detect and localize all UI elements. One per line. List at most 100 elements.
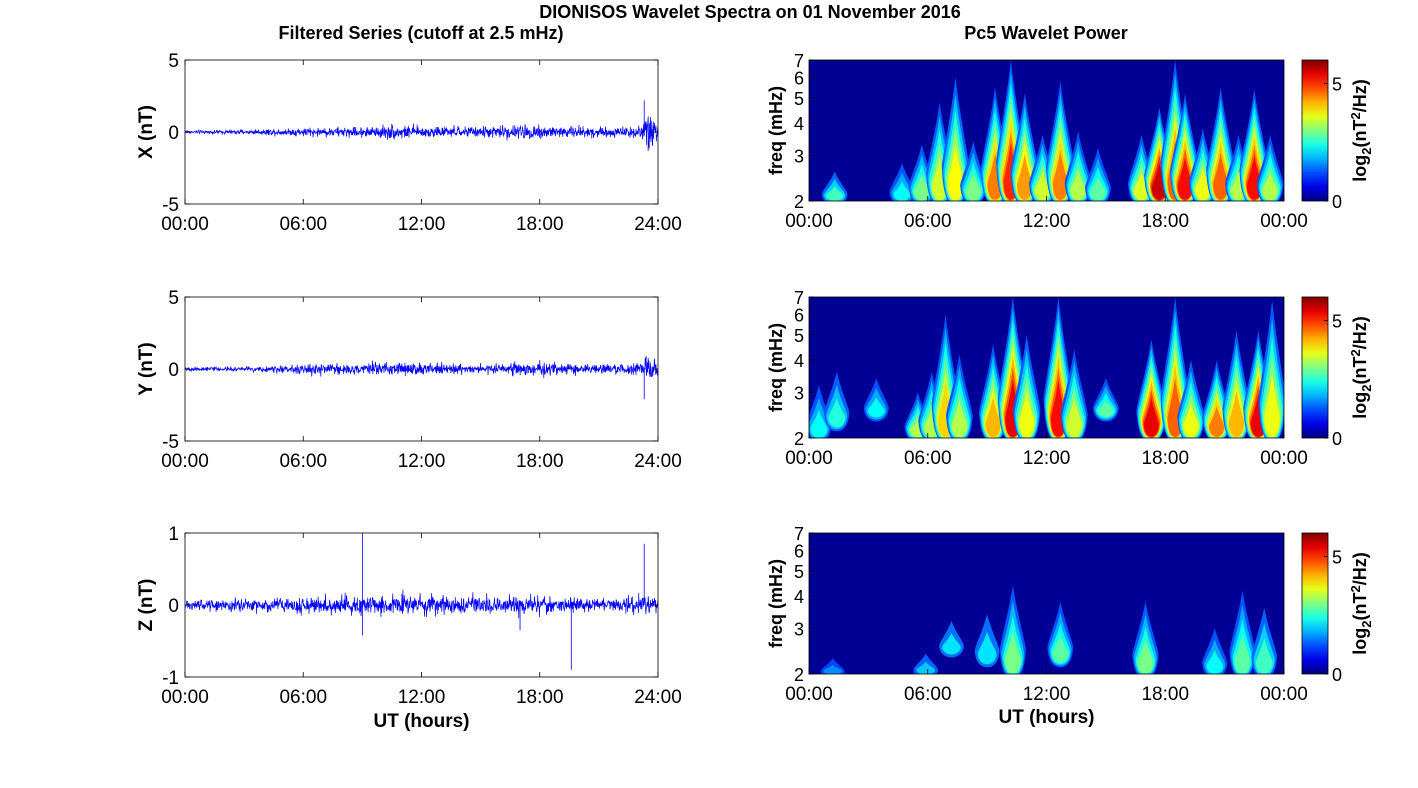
power-blob: [1202, 628, 1228, 674]
y-tick-label: 4: [794, 114, 804, 134]
y-tick-label: -5: [162, 195, 179, 216]
colorbar-label-part: log: [1350, 392, 1370, 419]
colorbar-label-part: 2: [1359, 620, 1374, 627]
power-contour: [1213, 152, 1229, 200]
y-axis-label: freq (mHz): [766, 323, 786, 412]
power-contour: [893, 181, 911, 201]
x-tick-label: 00:00: [1260, 211, 1308, 232]
power-contour: [942, 632, 961, 655]
y-tick-label: 4: [794, 351, 804, 371]
power-blob: [999, 585, 1026, 674]
x-tick-label: 18:00: [1141, 684, 1189, 705]
power-blob: [863, 378, 889, 422]
colorbar-label-part: (nT: [1350, 357, 1370, 385]
power-blob: [1060, 349, 1088, 438]
power-contour: [1234, 633, 1251, 674]
series-panel-x: 00:00 06:00 12:00 18:00 24:00 -5 0 5 X (nT): [136, 51, 682, 235]
y-tick-label: 5: [794, 326, 804, 346]
x-tick-label: 00:00: [785, 684, 833, 705]
colorbar-label-part: /Hz): [1350, 552, 1370, 585]
y-axis-label: Z (nT): [136, 579, 157, 632]
power-blob: [946, 354, 973, 438]
x-tick-label: 06:00: [279, 214, 327, 235]
power-contour: [1018, 390, 1035, 438]
colorbar-label-part: 2: [1348, 112, 1363, 119]
power-contour: [1052, 633, 1069, 663]
colorbar-tick-label: 0: [1332, 192, 1342, 212]
power-contour: [1034, 171, 1051, 201]
power-blob: [1136, 339, 1167, 438]
power-contour: [985, 397, 1001, 437]
colorbar-gradient: [1301, 296, 1329, 439]
power-contour: [931, 155, 948, 201]
y-tick-label: 6: [794, 541, 804, 561]
y-tick-label: 6: [794, 305, 804, 325]
power-contour: [810, 409, 828, 438]
colorbar-label-part: (nT: [1350, 120, 1370, 148]
power-blob: [1251, 607, 1277, 674]
x-tick-label: 18:00: [516, 451, 564, 472]
trace-y: [184, 357, 659, 379]
y-tick-label: 7: [794, 51, 804, 71]
power-contour: [1209, 405, 1225, 437]
right-column-title: Pc5 Wavelet Power: [964, 23, 1127, 43]
power-blob: [1229, 590, 1256, 674]
colorbar-label-part: 2: [1359, 384, 1374, 391]
y-tick-label: 0: [168, 596, 179, 617]
x-tick-label: 06:00: [904, 211, 952, 232]
y-tick-label: 5: [168, 51, 179, 72]
heatmap-cells: [809, 297, 1284, 438]
left-column-title: Filtered Series (cutoff at 2.5 mHz): [278, 23, 563, 43]
y-tick-label: 5: [794, 89, 804, 109]
power-contour: [1151, 162, 1167, 200]
series-panel-z: 00:00 06:00 12:00 18:00 24:00 -1 0 1 Z (nT) UT (h…: [136, 524, 682, 732]
x-tick-label: 00:00: [785, 211, 833, 232]
y-tick-label: 0: [168, 360, 179, 381]
x-tick-label: 00:00: [161, 451, 209, 472]
trace-z: [184, 589, 659, 619]
x-tick-label: 00:00: [785, 448, 833, 469]
colorbar-tick-label: 0: [1332, 429, 1342, 449]
x-tick-label: 18:00: [1141, 448, 1189, 469]
power-blob: [824, 371, 850, 432]
power-contour: [1137, 638, 1154, 674]
y-axis-label: freq (mHz): [766, 559, 786, 648]
y-tick-label: 2: [794, 429, 804, 449]
power-blob: [939, 621, 964, 658]
x-tick-label: 12:00: [1023, 684, 1071, 705]
heatmap-cells: [822, 60, 1284, 201]
x-axis-label: UT (hours): [373, 711, 469, 732]
power-contour: [1070, 169, 1086, 201]
power-contour: [1089, 175, 1106, 201]
y-tick-label: 3: [794, 146, 804, 166]
power-blob: [1256, 134, 1284, 201]
power-contour: [977, 631, 997, 665]
colorbar-label-part: 2: [1348, 349, 1363, 356]
power-contour: [987, 152, 1003, 200]
power-contour: [1206, 649, 1224, 674]
colorbar-tick-label: 5: [1332, 312, 1342, 332]
power-contour: [1264, 373, 1280, 438]
colorbar-gradient: [1301, 532, 1329, 675]
power-contour: [867, 396, 885, 418]
power-contour: [826, 186, 844, 201]
y-tick-label: 5: [794, 562, 804, 582]
colorbar-label-part: /Hz): [1350, 316, 1370, 349]
colorbar-label-part: (nT: [1350, 593, 1370, 621]
y-axis-label: freq (mHz): [766, 86, 786, 175]
power-blob: [1085, 148, 1111, 201]
power-contour: [1004, 630, 1021, 674]
power-blob: [974, 614, 1000, 668]
heatmap-background: [809, 533, 1284, 674]
power-contour: [1133, 171, 1150, 201]
power-blob: [809, 385, 832, 438]
colorbar-tick-label: 5: [1332, 75, 1342, 95]
x-tick-label: 12:00: [1023, 448, 1071, 469]
power-contour: [828, 397, 846, 428]
colorbar-label: log2(nT2/Hz): [1348, 79, 1374, 181]
y-tick-label: 0: [168, 123, 179, 144]
y-tick-label: 6: [794, 68, 804, 88]
